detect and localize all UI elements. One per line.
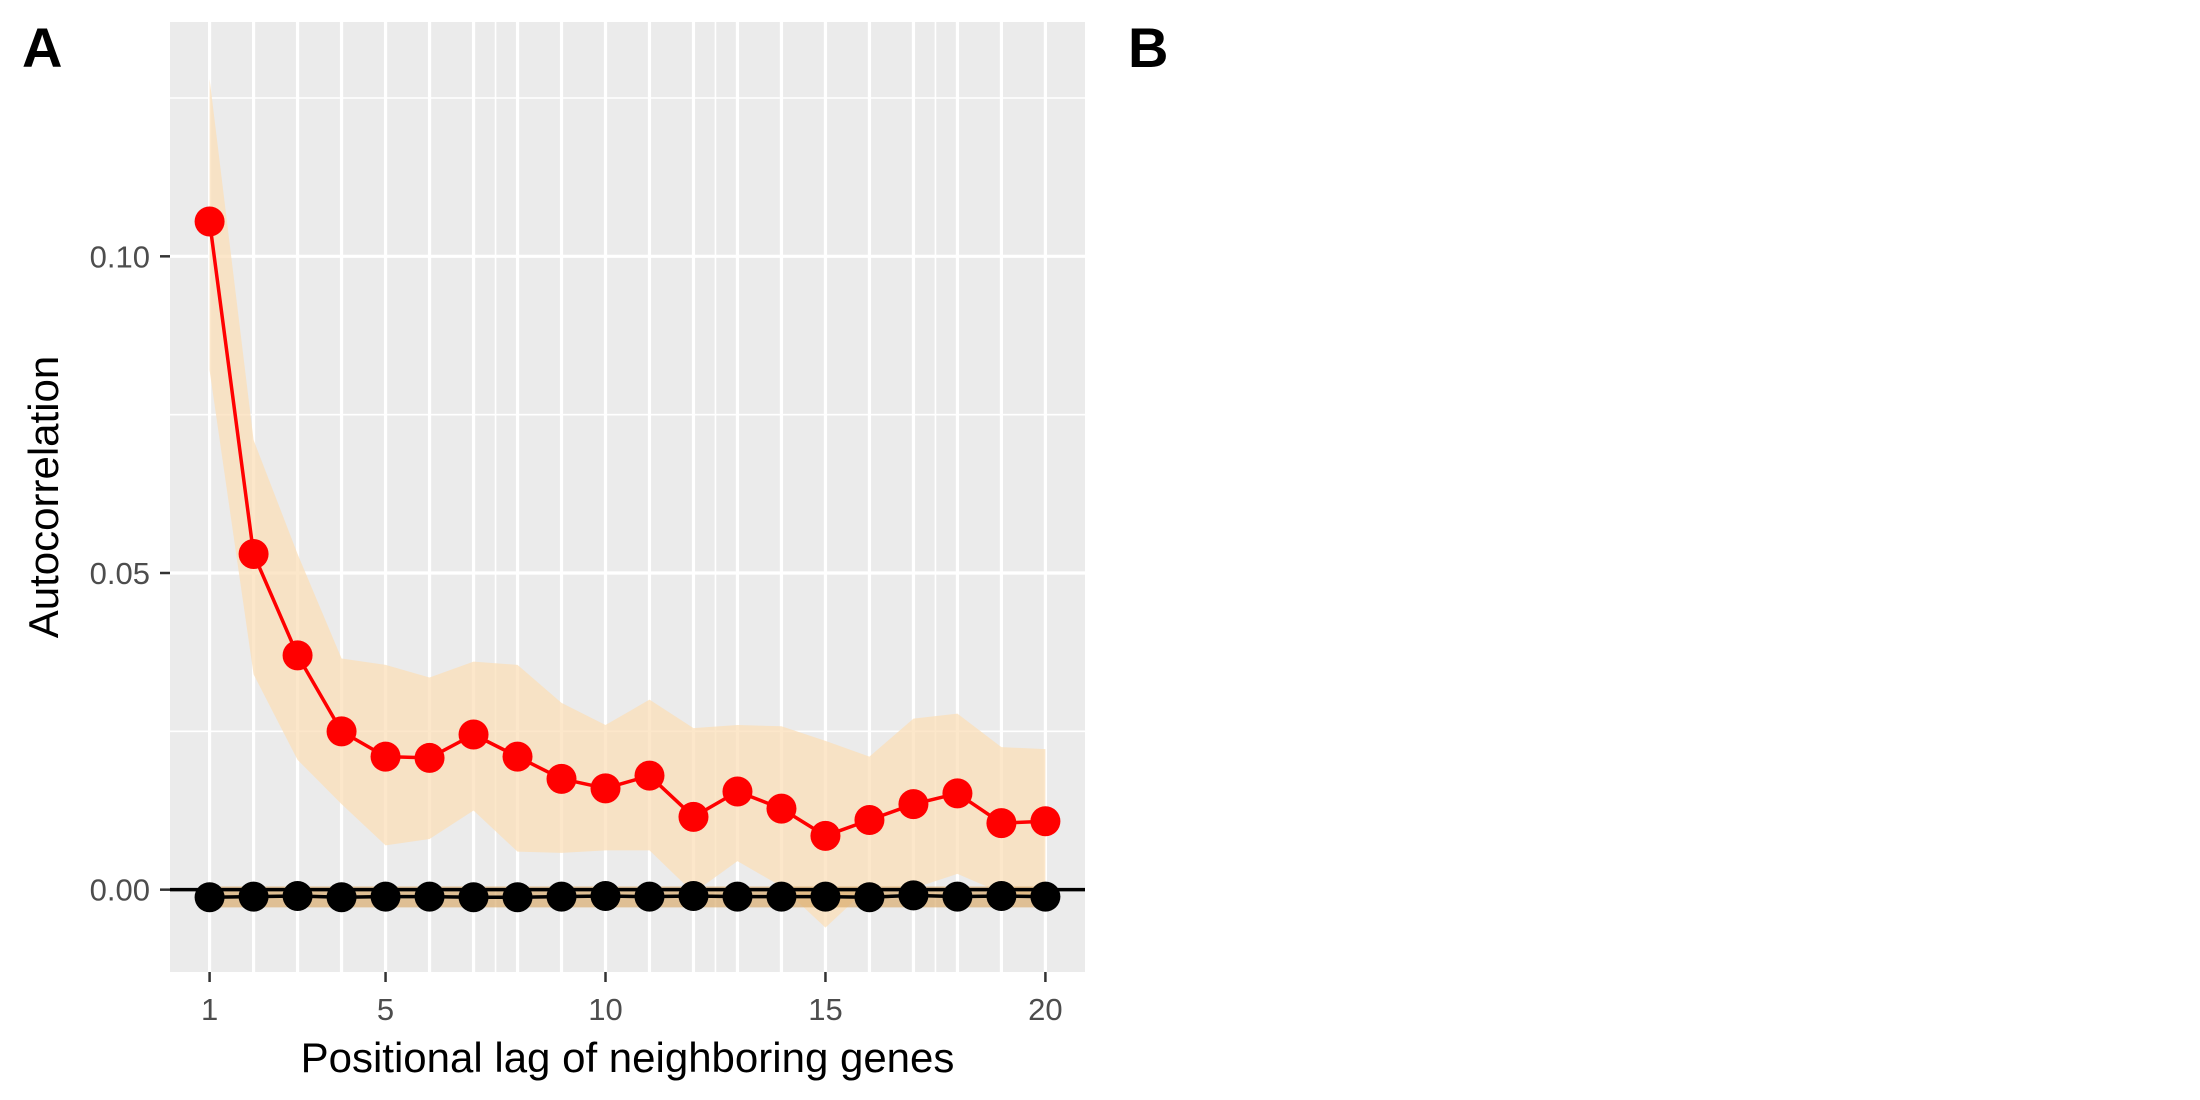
axis-ticks [160,255,1047,982]
series-2-point-17 [898,880,929,911]
chart-panel-a: 1 5 10 15 200.000.050.10 Positional lag of n… [20,22,1085,1081]
x-axis-title: Positional lag of neighboring genes [301,1034,955,1081]
series-1-point-9 [546,763,577,794]
series-1-point-6 [414,742,445,773]
series-1-point-2 [238,539,269,569]
tick-labels: 1 5 10 15 200.000.050.10 [90,239,1063,1027]
series-1-point-11 [634,760,665,791]
series-2-point-4 [326,882,357,913]
series-2-point-6 [414,881,445,912]
x-tick-label: 10 [588,992,622,1027]
series-1-point-7 [458,719,489,750]
series-1-point-16 [854,805,885,835]
x-tick-label: 1 [201,992,218,1027]
series-2-point-1 [194,882,225,913]
series-2-point-20 [1030,881,1061,912]
series-1-point-18 [942,778,973,809]
series-2-point-11 [634,881,665,912]
series-1-point-3 [282,640,313,671]
series-2-point-3 [282,881,313,911]
x-tick-label: 20 [1028,992,1062,1027]
series-1-ribbon [209,79,1046,928]
y-tick-label: 0.05 [90,556,150,591]
series-2-point-19 [986,881,1017,911]
panel-label-b: B [1128,16,1168,79]
series-1-point-14 [766,793,797,824]
y-axis-title: Autocorrelation [20,356,67,639]
series-2-point-8 [502,882,533,913]
series-1-point-13 [722,776,753,807]
series-1-point-8 [502,741,533,772]
panel-label-a: A [22,16,62,79]
series-2-point-16 [854,882,885,913]
series-1-point-4 [326,716,357,747]
series-2-point-10 [590,881,621,911]
series-2-point-13 [722,881,753,912]
series-1-point-12 [678,801,709,832]
x-tick-label: 5 [377,992,394,1027]
y-tick-label: 0.10 [90,239,150,274]
series-2-point-2 [238,881,269,912]
series-points [194,206,1061,913]
series-1-point-15 [810,820,841,851]
series-2-point-7 [458,882,489,913]
series-1-point-1 [194,206,225,237]
series-1-point-17 [898,789,929,820]
series-2-point-14 [766,881,797,912]
series-2-point-5 [370,881,401,912]
series-1-point-10 [590,773,621,804]
series-2-point-9 [546,881,577,912]
y-tick-label: 0.00 [90,873,150,908]
series-1-point-19 [986,808,1017,839]
series-1-point-5 [370,741,401,772]
x-tick-label: 15 [808,992,842,1027]
series-2-point-15 [810,881,841,912]
series-1-point-20 [1030,806,1061,837]
series-2-point-12 [678,881,709,911]
series-2-point-18 [942,881,973,912]
